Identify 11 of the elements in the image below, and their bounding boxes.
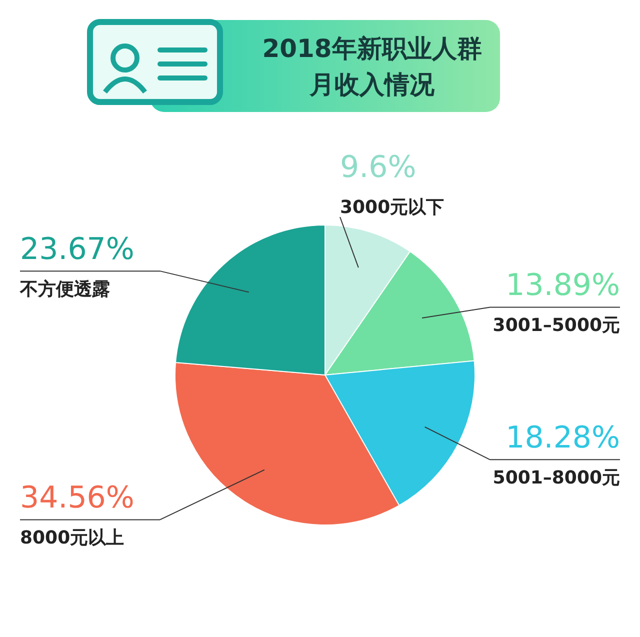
data-label: 23.67%	[20, 232, 134, 268]
data-label: 18.28%	[506, 420, 620, 456]
slice-label: 3000元以下	[340, 197, 444, 218]
slice-label: 3001–5000元	[492, 315, 620, 336]
slice-label: 不方便透露	[19, 279, 110, 300]
slice-label: 8000元以上	[20, 528, 124, 549]
slice-label: 5001–8000元	[492, 468, 620, 489]
data-label: 34.56%	[20, 480, 134, 516]
data-label: 9.6%	[340, 150, 416, 185]
data-label: 13.89%	[506, 268, 620, 304]
chart-title: 2018年新职业人群月收入情况	[262, 34, 482, 99]
